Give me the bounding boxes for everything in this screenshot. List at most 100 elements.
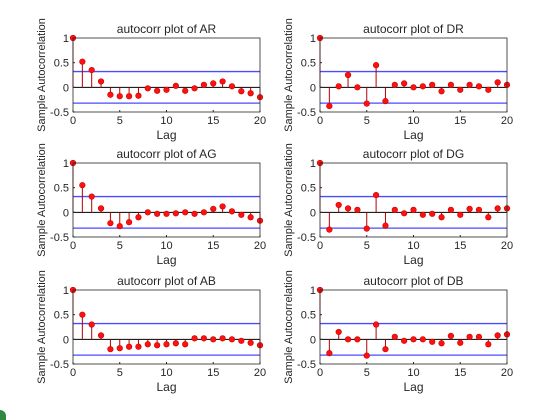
acf-marker <box>438 340 445 347</box>
acf-marker <box>172 210 179 217</box>
acf-marker <box>210 205 217 212</box>
acf-marker <box>219 78 226 85</box>
acf-marker <box>382 222 389 229</box>
acf-marker <box>219 335 226 342</box>
acf-marker <box>354 84 361 91</box>
x-tick-label: 0 <box>317 367 323 379</box>
y-tick-label: -0.5 <box>50 359 69 371</box>
y-tick-label: 0.5 <box>301 58 316 70</box>
acf-marker <box>363 225 370 232</box>
x-axis-label: Lag <box>156 253 176 267</box>
acf-marker <box>191 85 198 92</box>
acf-marker <box>172 340 179 347</box>
acf-marker <box>335 328 342 336</box>
x-tick-label: 5 <box>117 240 123 252</box>
acf-marker <box>88 193 95 200</box>
acf-marker <box>238 88 245 95</box>
acf-marker <box>219 203 226 210</box>
acf-marker <box>154 210 161 217</box>
x-tick-label: 5 <box>364 367 370 379</box>
x-tick-label: 10 <box>407 367 419 379</box>
y-axis-label: Sample Autocorrelation <box>36 143 48 257</box>
plot-area <box>320 163 507 237</box>
y-tick-label: 1 <box>63 158 69 170</box>
x-tick-label: 20 <box>254 115 266 127</box>
x-tick-label: 15 <box>454 115 466 127</box>
x-tick-label: 20 <box>501 240 513 252</box>
acf-marker <box>410 84 417 91</box>
acf-marker <box>335 83 342 90</box>
y-tick-label: -0.5 <box>50 232 69 244</box>
x-tick-label: 0 <box>70 240 76 252</box>
acf-marker <box>344 336 352 343</box>
acf-marker <box>419 211 426 218</box>
acf-marker <box>429 338 436 345</box>
acf-marker <box>438 88 445 95</box>
x-tick-label: 0 <box>70 115 76 127</box>
acf-marker <box>154 342 161 349</box>
acf-marker <box>79 58 86 65</box>
acf-marker <box>107 220 114 227</box>
acf-marker <box>354 336 361 343</box>
x-axis-label: Lag <box>403 253 423 267</box>
y-tick-label: 0 <box>63 82 69 94</box>
y-tick-label: 1 <box>310 285 316 297</box>
acf-marker <box>191 210 198 217</box>
acf-marker <box>135 92 142 99</box>
acf-marker <box>126 93 133 100</box>
acf-marker <box>485 86 492 93</box>
y-tick-label: 0 <box>310 334 316 346</box>
x-tick-label: 15 <box>207 115 219 127</box>
x-tick-label: 10 <box>407 115 419 127</box>
acf-marker <box>382 98 389 105</box>
acf-marker <box>419 83 426 90</box>
x-tick-label: 5 <box>364 115 370 127</box>
acf-marker <box>88 66 95 74</box>
y-tick-label: 0 <box>310 82 316 94</box>
subplot-title: autocorr plot of AG <box>116 147 216 161</box>
acf-marker <box>485 214 492 221</box>
acf-marker <box>401 337 408 344</box>
y-tick-label: 1 <box>310 33 316 45</box>
x-tick-label: 20 <box>501 367 513 379</box>
acf-marker <box>466 205 473 212</box>
y-tick-label: 0 <box>63 207 69 219</box>
x-tick-label: 15 <box>207 240 219 252</box>
acf-marker <box>182 341 189 348</box>
acf-marker <box>410 206 417 213</box>
x-tick-label: 15 <box>207 367 219 379</box>
acf-marker <box>238 337 245 344</box>
acf-marker <box>485 341 492 348</box>
acf-marker <box>210 336 217 343</box>
acf-marker <box>97 78 105 85</box>
x-tick-label: 10 <box>407 240 419 252</box>
acf-marker <box>97 332 105 339</box>
acf-marker <box>344 205 352 212</box>
corner-mark <box>0 410 6 420</box>
x-tick-label: 15 <box>454 240 466 252</box>
plot-area <box>73 38 260 112</box>
acf-marker <box>410 336 417 343</box>
acf-marker <box>247 214 254 221</box>
acf-marker <box>116 93 123 100</box>
subplot-title: autocorr plot of DG <box>363 147 464 161</box>
acf-marker <box>182 209 189 216</box>
plot-area <box>320 290 507 364</box>
plot-area <box>320 38 507 112</box>
y-tick-label: 0.5 <box>54 183 69 195</box>
acf-marker <box>228 336 236 343</box>
y-tick-label: 0.5 <box>301 183 316 195</box>
acf-marker <box>247 339 254 346</box>
acf-marker <box>373 62 380 69</box>
acf-marker <box>457 339 464 346</box>
acf-marker <box>494 79 501 86</box>
acf-marker <box>335 201 342 209</box>
acf-marker <box>494 332 501 339</box>
x-tick-label: 5 <box>117 367 123 379</box>
y-axis-label: Sample Autocorrelation <box>36 270 48 384</box>
acf-marker <box>475 333 483 340</box>
acf-marker <box>126 219 133 226</box>
